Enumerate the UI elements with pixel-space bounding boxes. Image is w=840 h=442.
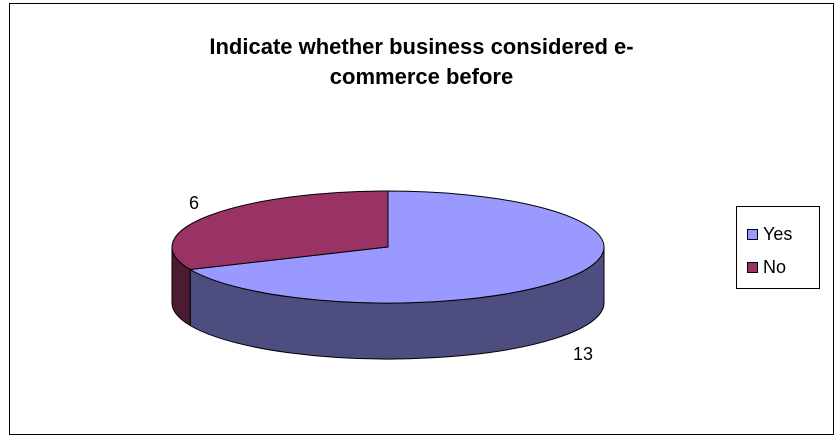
- legend: Yes No: [736, 206, 820, 289]
- pie-slice-no: [171, 190, 389, 271]
- data-label-no: 6: [189, 193, 199, 213]
- data-label-yes: 13: [573, 344, 593, 364]
- legend-swatch-yes: [747, 228, 758, 240]
- chart-title: Indicate whether business considered e- …: [10, 32, 833, 92]
- pie-slice-yes: [188, 190, 605, 304]
- legend-item-no: No: [747, 256, 786, 278]
- legend-label-yes: Yes: [763, 223, 793, 244]
- legend-label-no: No: [763, 256, 787, 277]
- pie-chart: 13 6: [171, 190, 605, 364]
- chart-title-line-1: Indicate whether business considered e-: [209, 34, 634, 59]
- legend-swatch-no: [747, 261, 758, 273]
- legend-item-yes: Yes: [747, 223, 792, 245]
- chart-title-line-2: commerce before: [329, 64, 514, 89]
- chart-frame: Indicate whether business considered e- …: [9, 3, 834, 435]
